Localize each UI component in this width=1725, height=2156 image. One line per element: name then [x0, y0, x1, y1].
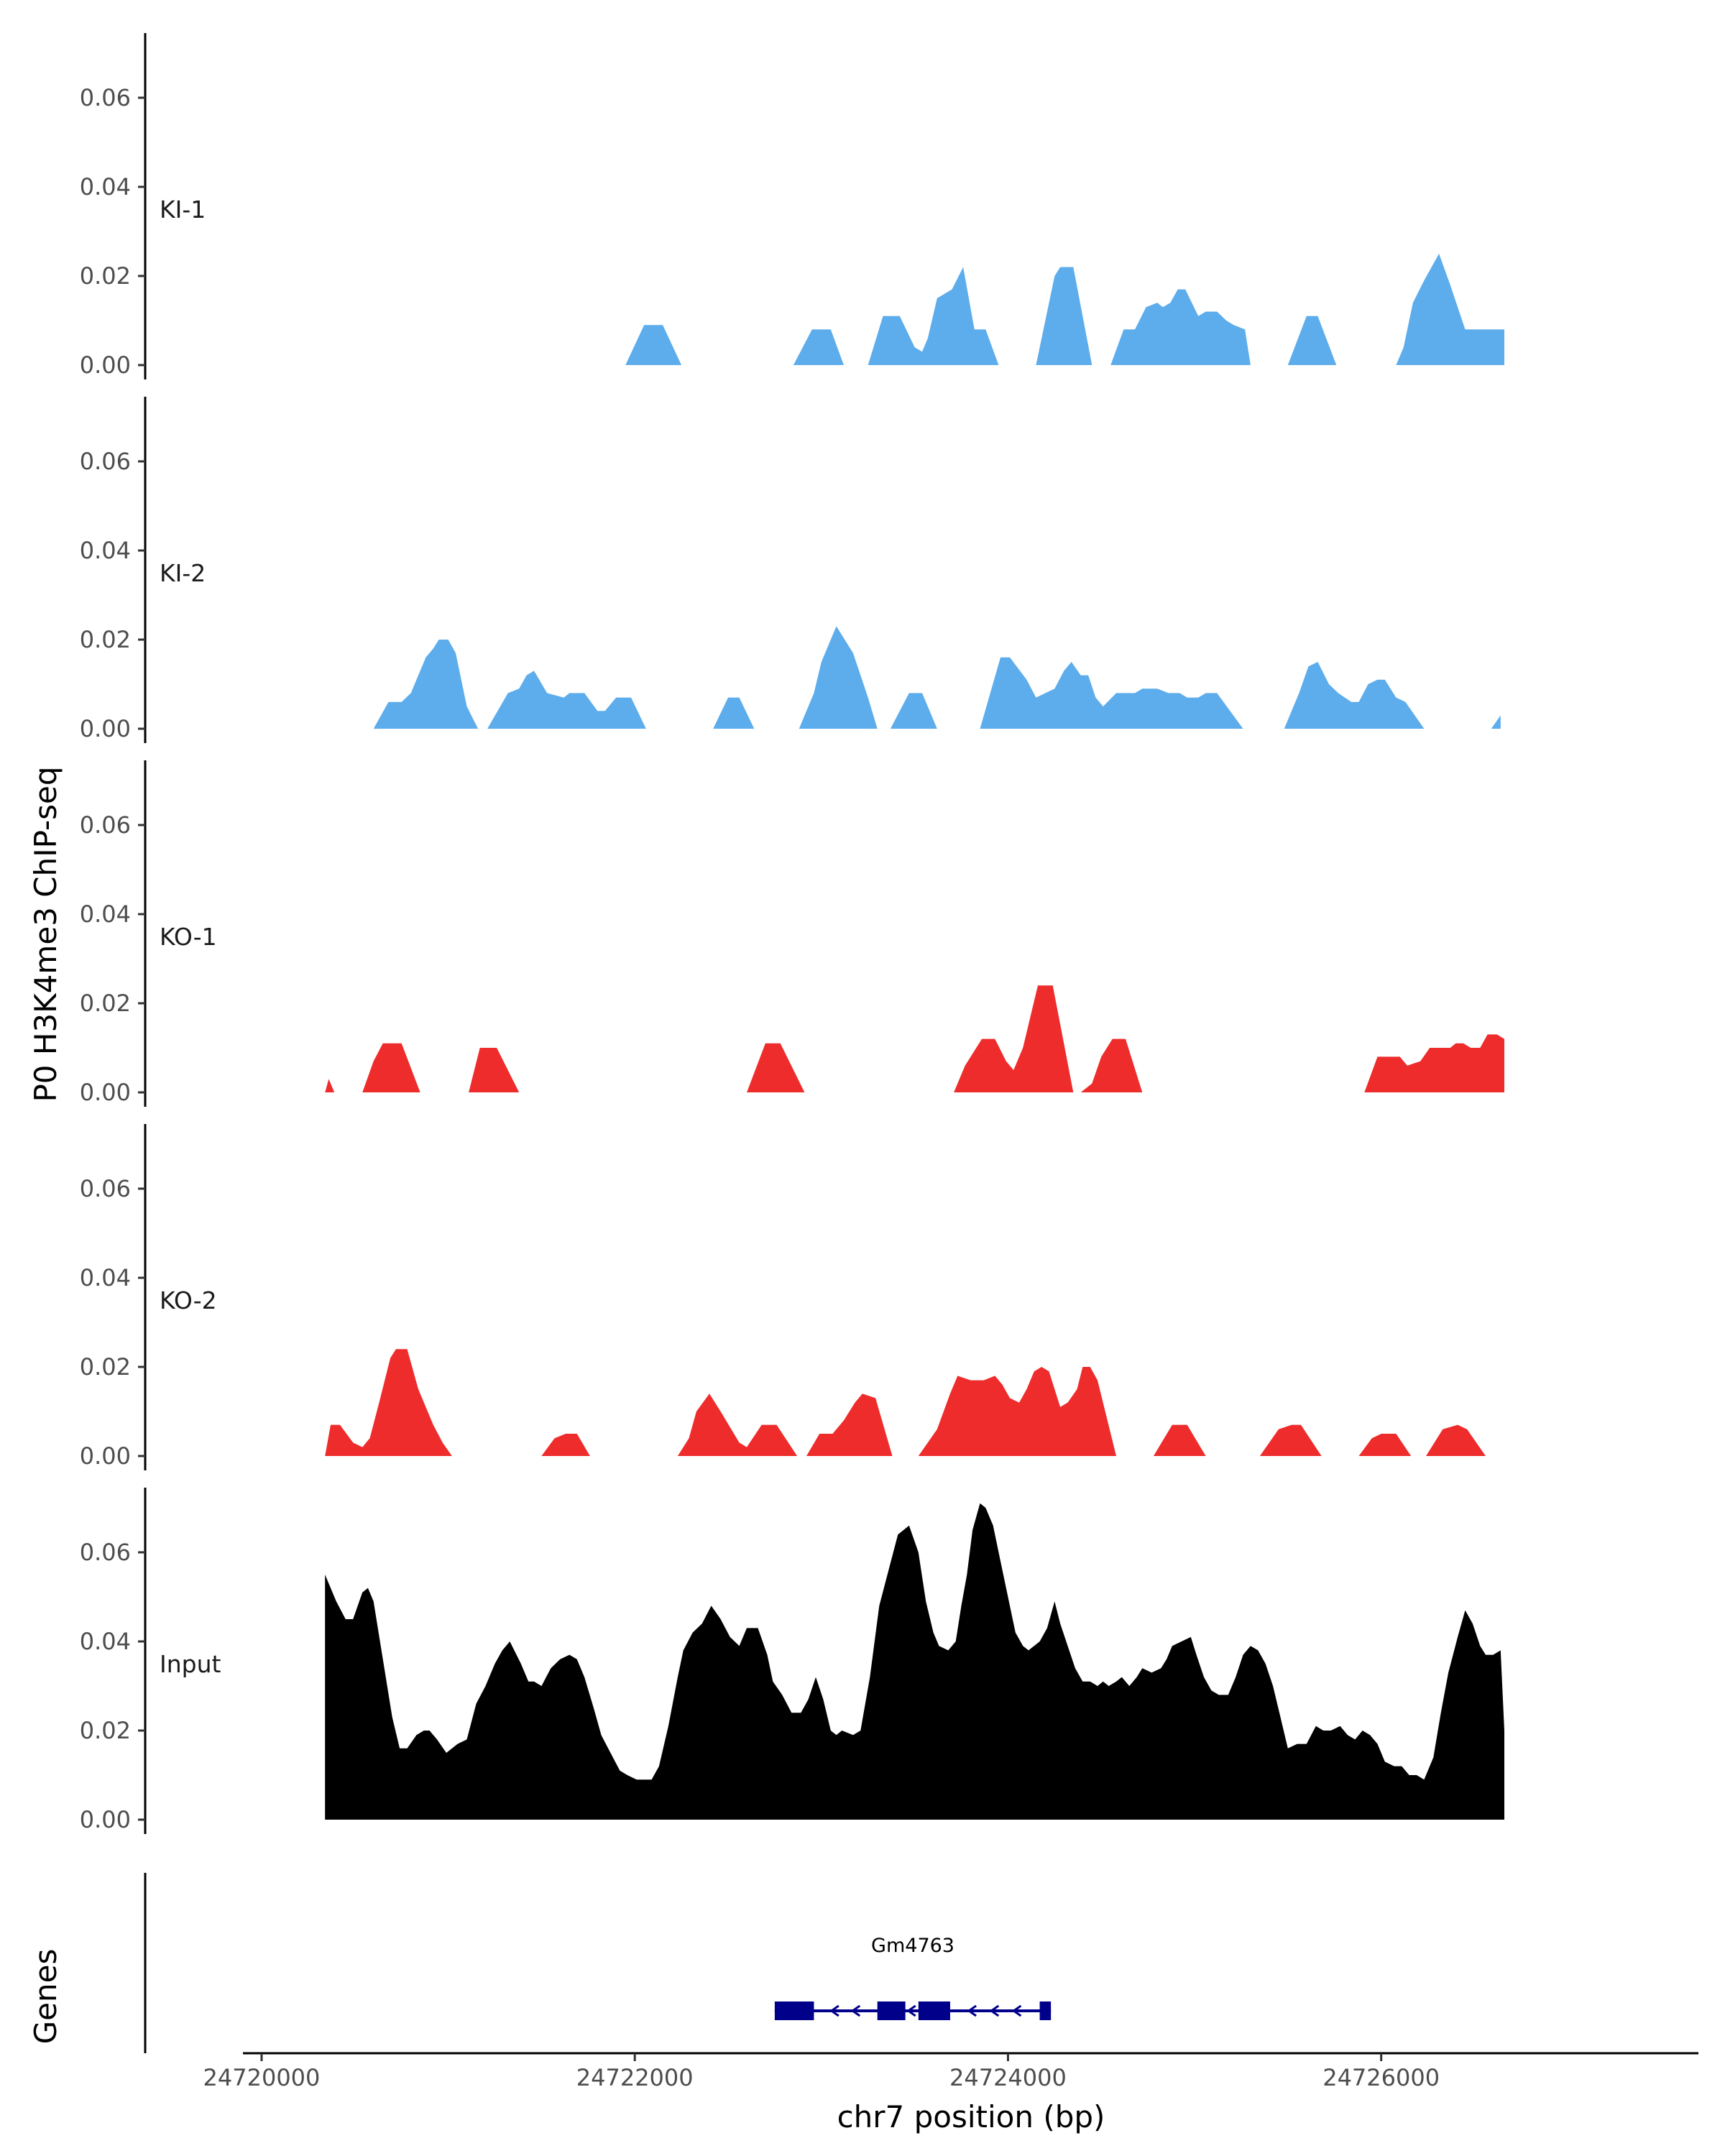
signal-area [1396, 254, 1504, 365]
signal-area [1358, 1434, 1412, 1456]
track-ki-2: 0.00 0.02 0.04 0.06 KI-2 [80, 397, 1501, 743]
y-tick-label: 0.00 [80, 1079, 131, 1106]
y-tick-label: 0.06 [80, 1539, 131, 1566]
signal-area [954, 985, 1074, 1092]
gene-exon [1039, 2001, 1052, 2020]
strand-arrow [967, 2004, 977, 2017]
x-tick-label: 24722000 [576, 2064, 694, 2091]
signal-area [1110, 289, 1251, 365]
signal-area [1259, 1424, 1322, 1456]
y-axis-title: P0 H3K4me3 ChIP-seq [28, 766, 63, 1102]
signal-area [469, 1048, 520, 1092]
x-axis: 24720000 24722000 24724000 24726000 [203, 2052, 1698, 2091]
y-tick-label: 0.04 [80, 537, 131, 564]
genes-layer: Gm4763 [144, 1873, 1052, 2053]
y-tick-label: 0.06 [80, 84, 131, 111]
x-tick-label: 24724000 [949, 2064, 1067, 2091]
signal-area [1080, 1038, 1143, 1092]
gene-exon [774, 2001, 814, 2020]
x-tick-label: 24720000 [203, 2064, 321, 2091]
track-label: KI-2 [160, 559, 206, 587]
track-ko-1: 0.00 0.02 0.04 0.06 KO-1 [80, 760, 1504, 1107]
track-input: 0.00 0.02 0.04 0.06 Input [80, 1488, 1505, 1834]
signal-area [1284, 662, 1425, 729]
y-tick-label: 0.00 [80, 1806, 131, 1833]
y-tick-label: 0.02 [80, 1353, 131, 1381]
y-tick-label: 0.02 [80, 262, 131, 290]
signal-area [325, 1349, 452, 1456]
signal-area [799, 626, 878, 729]
gene-exon [918, 2001, 950, 2020]
y-tick-label: 0.02 [80, 626, 131, 653]
signal-area [1491, 715, 1501, 729]
y-tick-label: 0.04 [80, 900, 131, 928]
y-tick-label: 0.00 [80, 1442, 131, 1470]
signal-area [677, 1393, 893, 1456]
signal-area [1287, 315, 1337, 365]
signal-area [325, 1079, 335, 1092]
signal-area [918, 1367, 1116, 1456]
track-ki-1: 0.00 0.02 0.04 0.06 KI-1 [80, 33, 1504, 379]
signal-area [868, 267, 999, 365]
strand-arrow [906, 2004, 916, 2017]
genes-axis-title: Genes [28, 1949, 63, 2045]
signal-area [1364, 1034, 1504, 1092]
signal-area [793, 329, 844, 365]
signal-area [1036, 267, 1092, 365]
signal-area [890, 693, 937, 729]
track-label: KI-1 [160, 195, 206, 224]
y-tick-label: 0.06 [80, 448, 131, 475]
x-tick-label: 24726000 [1322, 2064, 1440, 2091]
track-ko-2: 0.00 0.02 0.04 0.06 KO-2 [80, 1124, 1486, 1470]
track-label: KO-2 [160, 1286, 217, 1314]
y-tick-label: 0.00 [80, 351, 131, 379]
y-tick-label: 0.00 [80, 715, 131, 742]
y-tick-label: 0.02 [80, 990, 131, 1017]
gene-exon [877, 2001, 906, 2020]
x-axis-title: chr7 position (bp) [837, 2099, 1105, 2134]
strand-arrow [850, 2004, 861, 2017]
signal-area [541, 1434, 590, 1456]
strand-arrow [989, 2004, 1000, 2017]
signal-area [980, 657, 1243, 729]
y-tick-label: 0.06 [80, 1175, 131, 1202]
y-tick-label: 0.04 [80, 1628, 131, 1655]
signal-area [625, 325, 682, 365]
signal-area [373, 640, 646, 729]
y-tick-label: 0.06 [80, 811, 131, 839]
track-label: KO-1 [160, 923, 217, 951]
track-label: Input [160, 1650, 221, 1678]
signal-area [362, 1043, 420, 1092]
y-tick-label: 0.02 [80, 1717, 131, 1744]
gene-name: Gm4763 [871, 1935, 954, 1957]
signal-area [713, 697, 755, 729]
signal-area [1426, 1424, 1486, 1456]
signal-area [747, 1043, 805, 1092]
signal-area [1153, 1424, 1206, 1456]
strand-arrow [1011, 2004, 1022, 2017]
y-tick-label: 0.04 [80, 173, 131, 201]
strand-arrow [829, 2004, 840, 2017]
signal-area [325, 1503, 1505, 1820]
tracks-layer: 0.00 0.02 0.04 0.06 KI-1 0.00 0.02 0.04 0.06 KI-2… [80, 33, 1505, 1834]
y-tick-label: 0.04 [80, 1264, 131, 1291]
